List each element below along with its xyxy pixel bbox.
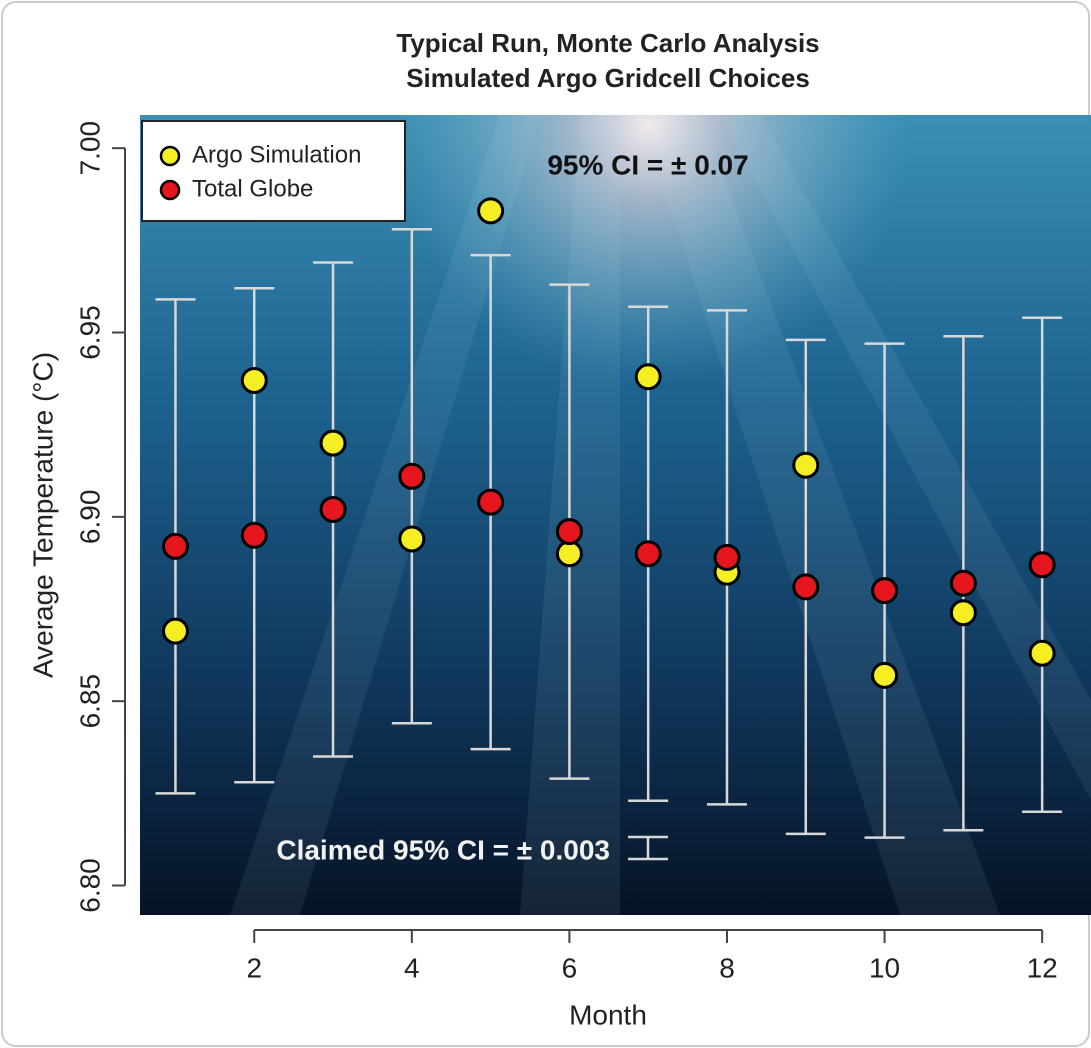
x-tick-label: 10	[869, 952, 900, 983]
point	[871, 577, 899, 605]
y-tick-label: 6.95	[74, 305, 105, 360]
point	[477, 197, 505, 225]
y-tick-label: 6.80	[74, 858, 105, 913]
x-tick-label: 8	[719, 952, 735, 983]
point	[949, 569, 977, 597]
annotation: Claimed 95% CI = ± 0.003	[276, 834, 610, 865]
x-tick-label: 6	[562, 952, 578, 983]
point	[871, 661, 899, 689]
point	[319, 429, 347, 457]
x-axis-label: Month	[569, 999, 647, 1030]
x-tick-label: 2	[246, 952, 262, 983]
point	[240, 521, 268, 549]
claimed-ci-bar	[628, 835, 668, 861]
point	[1028, 639, 1056, 667]
point	[634, 363, 662, 391]
point	[555, 540, 583, 568]
legend: Argo Simulation Total Globe	[141, 120, 406, 222]
y-tick-label: 6.90	[74, 490, 105, 545]
legend-swatch	[159, 145, 181, 167]
point	[555, 518, 583, 546]
annotation: 95% CI = ± 0.07	[547, 149, 748, 180]
point	[792, 573, 820, 601]
point	[949, 599, 977, 627]
point	[240, 366, 268, 394]
point	[398, 525, 426, 553]
legend-label: Argo Simulation	[192, 141, 361, 168]
y-axis-label: Average Temperature (°C)	[27, 352, 58, 678]
point	[1028, 551, 1056, 579]
background	[140, 115, 1091, 915]
legend-box	[141, 120, 406, 222]
point	[713, 543, 741, 571]
y-tick-label: 7.00	[74, 121, 105, 176]
chart-subtitle: Simulated Argo Gridcell Choices	[406, 63, 810, 93]
point	[477, 488, 505, 516]
point	[792, 451, 820, 479]
legend-swatch	[159, 179, 181, 201]
x-tick-label: 4	[404, 952, 420, 983]
chart-title: Typical Run, Monte Carlo Analysis	[396, 28, 819, 58]
legend-label: Total Globe	[192, 175, 313, 202]
point	[634, 540, 662, 568]
point	[319, 495, 347, 523]
point	[161, 532, 189, 560]
x-tick-label: 12	[1027, 952, 1058, 983]
y-tick-label: 6.85	[74, 674, 105, 729]
point	[398, 462, 426, 490]
point	[161, 617, 189, 645]
